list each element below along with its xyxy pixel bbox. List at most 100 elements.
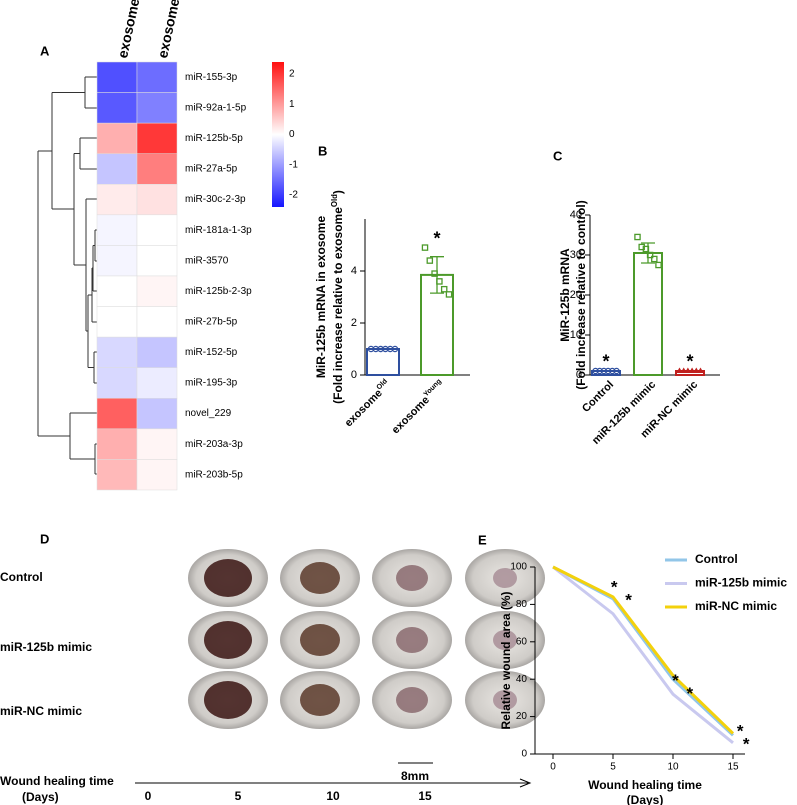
wound — [204, 621, 252, 659]
y-tick-label: 4 — [351, 265, 357, 277]
wound — [204, 559, 252, 597]
data-point — [634, 233, 641, 241]
data-point — [693, 367, 700, 373]
scale-label: 8mm — [401, 769, 429, 783]
y-axis-label: MiR-125b mRNA — [558, 248, 572, 342]
column-label-main: exosome — [114, 0, 142, 59]
y-tick-label: 0 — [576, 369, 582, 381]
annotation: * — [625, 590, 632, 609]
line-series — [552, 565, 735, 735]
row-label: miR-30c-2-3p — [185, 194, 246, 205]
heat-cell — [136, 367, 178, 399]
colorbar-tick-label: -1 — [289, 159, 298, 170]
row-label: miR-125b mimic — [0, 640, 92, 654]
y-tick-label: 40 — [570, 209, 582, 221]
wound — [493, 690, 517, 710]
y-axis-label: Relative wound area (%) — [499, 591, 513, 729]
data-point — [431, 270, 438, 277]
row-label: miR-125b-2-3p — [185, 286, 252, 297]
data-point — [680, 367, 687, 373]
annotation: * — [433, 228, 440, 248]
colorbar-tick-label: 2 — [289, 69, 295, 80]
y-axis-label-sup: Old — [330, 194, 339, 207]
panel-label: B — [318, 143, 327, 158]
y-tick-label: 40 — [516, 674, 528, 685]
data-point — [596, 367, 603, 375]
heat-cell — [136, 428, 178, 460]
x-axis-label: (Days) — [627, 793, 664, 805]
colorbar-tick-label: 0 — [289, 129, 295, 140]
data-point — [436, 278, 443, 285]
panel-label: C — [553, 148, 563, 163]
y-tick-label: 0 — [521, 749, 527, 760]
heat-cell — [96, 459, 138, 491]
colorbar-tick-label: -2 — [289, 190, 298, 201]
annotation: * — [743, 734, 750, 753]
row-label: miR-27a-5p — [185, 164, 238, 175]
heat-cell — [136, 184, 178, 216]
wound — [300, 562, 340, 594]
row-label: miR-125b-5p — [185, 133, 243, 144]
heat-cell — [136, 459, 178, 491]
data-point — [391, 345, 399, 353]
heat-cell — [136, 92, 178, 124]
x-tick-label: 0 — [550, 762, 556, 773]
bar — [633, 252, 663, 376]
heat-cell — [96, 367, 138, 399]
x-tick-label-sup: Young — [422, 377, 443, 398]
heat-cell — [136, 275, 178, 307]
row-label: miR-3570 — [185, 255, 229, 266]
row-label: miR-92a-1-5p — [185, 102, 247, 113]
row-label: Control — [0, 570, 43, 584]
wound — [204, 681, 252, 719]
line-series — [552, 565, 735, 737]
data-point — [688, 367, 696, 373]
heat-cell — [96, 245, 138, 277]
heat-cell — [136, 61, 178, 93]
heat-cell — [96, 428, 138, 460]
line-series — [552, 565, 734, 744]
row-label: miR-195-3p — [185, 378, 238, 389]
y-tick-label: 60 — [516, 636, 528, 647]
x-tick-label: 5 — [610, 762, 616, 773]
heat-cell — [96, 122, 138, 154]
wound — [396, 687, 428, 713]
day-label: 0 — [145, 789, 152, 803]
data-point — [646, 251, 654, 259]
y-tick-label: 10 — [570, 329, 582, 341]
data-point — [426, 257, 434, 264]
data-point — [651, 255, 658, 263]
y-tick-label: 30 — [570, 249, 582, 261]
heat-cell — [96, 61, 138, 93]
data-point — [684, 367, 692, 373]
dendrogram — [37, 76, 97, 475]
row-label: miR-155-3p — [185, 72, 238, 83]
heat-cell — [136, 153, 178, 185]
day-label: 15 — [418, 789, 432, 803]
data-point — [697, 367, 704, 373]
row-label: miR-27b-5p — [185, 316, 238, 327]
legend-label: miR-NC mimic — [695, 599, 777, 613]
row-label: novel_229 — [185, 408, 232, 419]
y-tick-label: 100 — [510, 562, 527, 573]
wound — [396, 627, 428, 653]
day-label: 10 — [326, 789, 340, 803]
data-point — [676, 367, 683, 373]
heat-cell — [96, 398, 138, 430]
x-tick-label-main: exosome — [343, 387, 385, 429]
axis-label: Wound healing time — [0, 774, 114, 788]
heat-cell — [96, 184, 138, 216]
heat-cell — [136, 122, 178, 154]
wound — [300, 624, 340, 656]
annotation: * — [602, 351, 609, 371]
legend-label: Control — [695, 552, 738, 566]
heat-cell — [136, 306, 178, 338]
data-point — [655, 261, 662, 269]
annotation: * — [686, 351, 693, 371]
panel-label: E — [478, 532, 487, 547]
heat-cell — [96, 336, 138, 368]
x-axis-label: Wound healing time — [588, 778, 702, 792]
data-point — [592, 367, 599, 375]
heat-cell — [96, 153, 138, 185]
heat-cell — [96, 306, 138, 338]
